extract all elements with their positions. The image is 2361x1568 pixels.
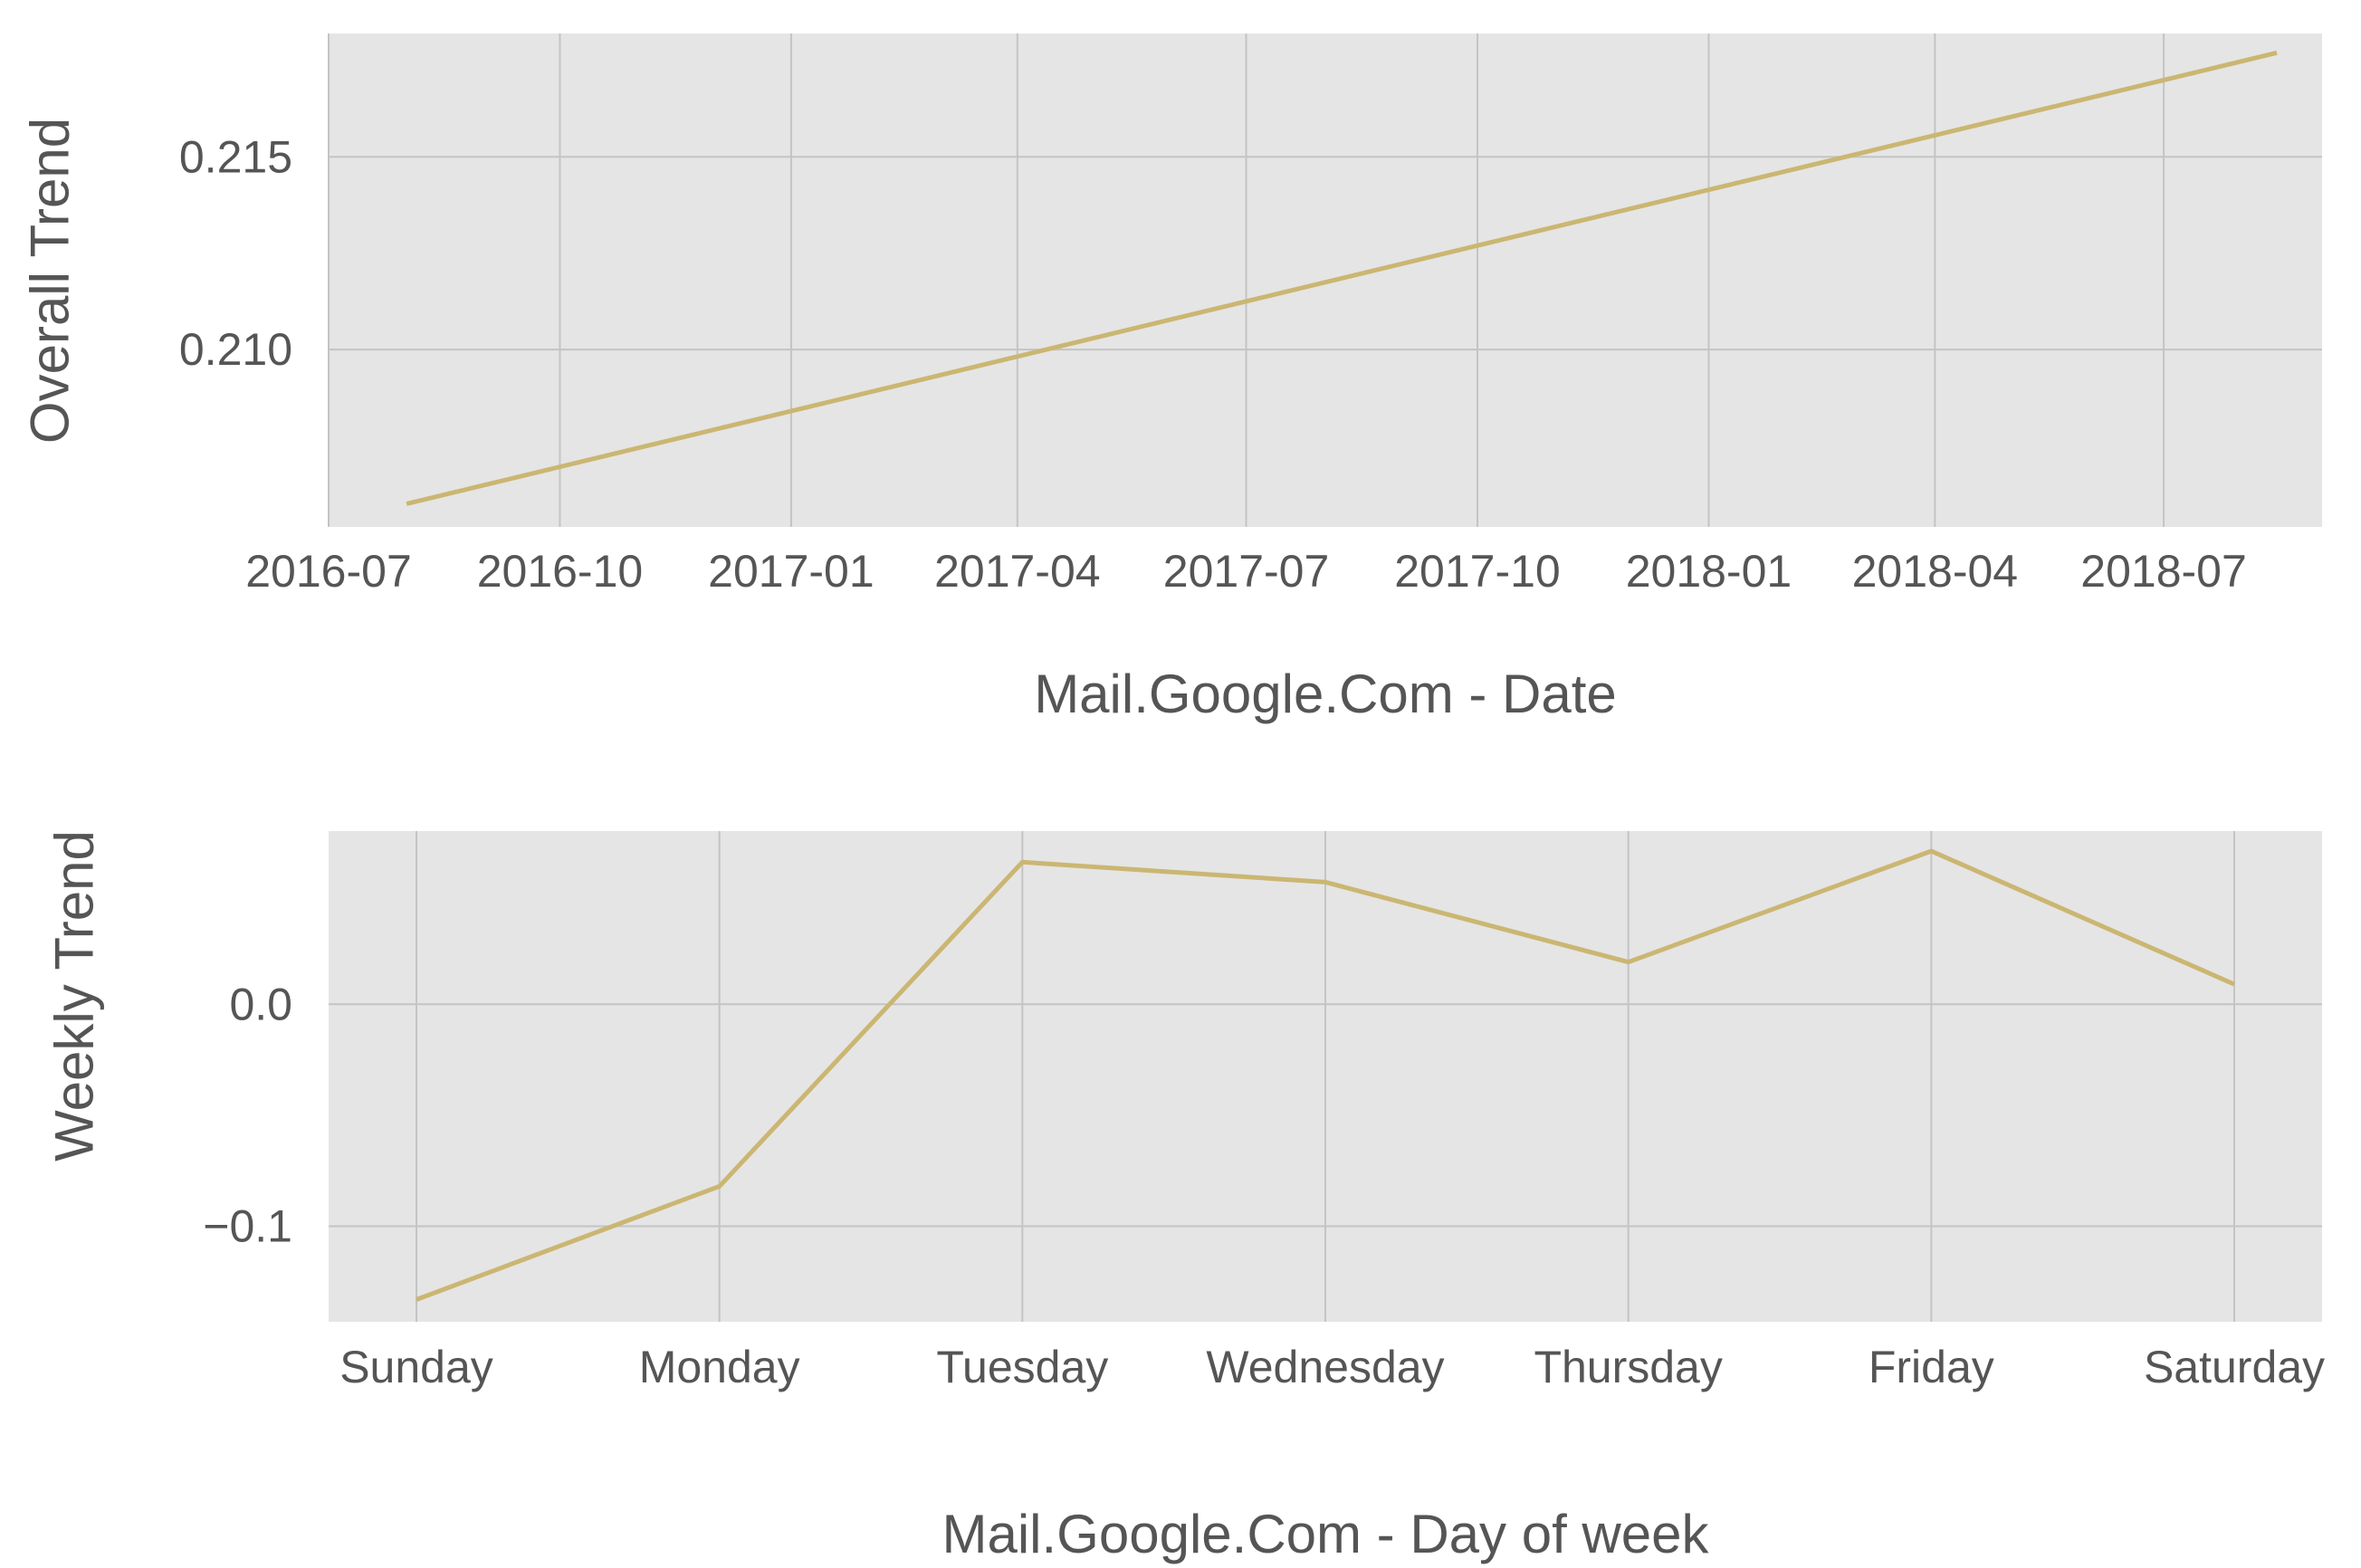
x-tick-label: Saturday bbox=[2144, 1342, 2325, 1392]
x-axis-label: Mail.Google.Com - Date bbox=[1034, 664, 1617, 724]
x-tick-label: Wednesday bbox=[1206, 1342, 1444, 1392]
y-tick-label: 0.0 bbox=[229, 979, 292, 1029]
x-tick-label: Monday bbox=[639, 1342, 800, 1392]
x-tick-label: 2016-10 bbox=[477, 546, 644, 597]
x-tick-label: 2018-01 bbox=[1626, 546, 1792, 597]
x-tick-label: Tuesday bbox=[936, 1342, 1108, 1392]
y-tick-label: 0.210 bbox=[179, 324, 292, 375]
x-tick-label: 2016-07 bbox=[245, 546, 412, 597]
overall-trend-chart: 2016-07 2016-10 2017-01 2017-04 2017-07 2017-… bbox=[20, 33, 2322, 724]
x-tick-label: 2017-10 bbox=[1394, 546, 1561, 597]
x-tick-label: 2018-07 bbox=[2080, 546, 2247, 597]
series-line bbox=[416, 848, 2236, 1302]
x-axis-label: Mail.Google.Com - Day of week bbox=[942, 1504, 1710, 1564]
series-line bbox=[406, 50, 2278, 506]
x-tick-label: Thursday bbox=[1534, 1342, 1722, 1392]
weekly-trend-chart: Sunday Monday Tuesday Wednesday Thursday Frid… bbox=[44, 830, 2326, 1564]
x-tick-label: 2017-07 bbox=[1163, 546, 1330, 597]
x-tick-label: 2017-01 bbox=[708, 546, 875, 597]
y-axis-label: Weekly Trend bbox=[44, 830, 105, 1162]
y-tick-label: −0.1 bbox=[203, 1201, 292, 1252]
x-tick-label: 2017-04 bbox=[934, 546, 1101, 597]
x-tick-label: Friday bbox=[1869, 1342, 1994, 1392]
x-tick-label: 2018-04 bbox=[1852, 546, 2019, 597]
y-tick-label: 0.215 bbox=[179, 131, 292, 182]
x-tick-label: Sunday bbox=[339, 1342, 493, 1392]
y-axis-label: Overall Trend bbox=[20, 118, 81, 444]
